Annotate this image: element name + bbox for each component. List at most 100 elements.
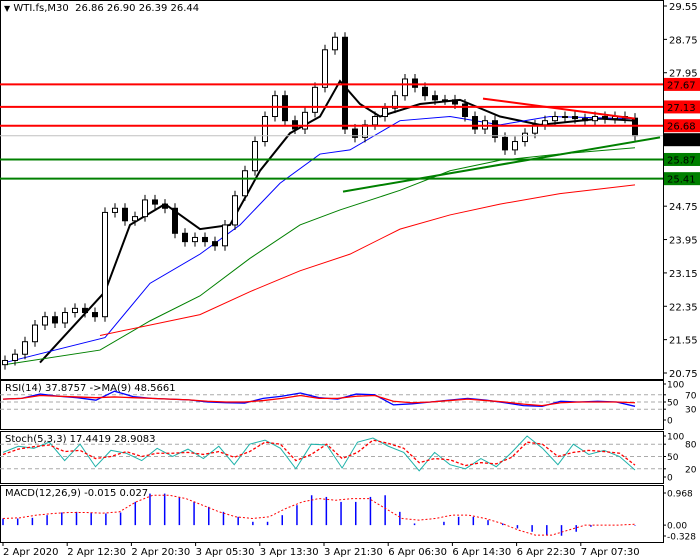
y-tick-label: 24.75	[669, 202, 698, 213]
y-tick-label: 23.15	[669, 269, 698, 280]
candle-body	[142, 199, 148, 218]
candle-body	[562, 116, 568, 119]
moving-average-line	[39, 79, 636, 364]
ohlc-values: 26.86 26.90 26.39 26.44	[75, 3, 200, 14]
candle-body	[72, 307, 78, 314]
dropdown-triangle-icon[interactable]: ▼	[4, 4, 11, 13]
candle-body	[472, 116, 478, 130]
candle-body	[372, 116, 378, 126]
moving-average-line	[4, 116, 631, 364]
candle-body	[392, 95, 398, 109]
candle-body	[462, 103, 468, 118]
x-tick-label: 2 Apr 20:30	[131, 547, 190, 558]
level-label: 25.87	[667, 155, 696, 166]
stoch-title: Stoch(5,3,3) 17.4419 28.9083	[5, 434, 156, 445]
rsi-title: RSI(14) 37.8757 ->MA(9) 48.5661	[5, 383, 176, 394]
candle-body	[252, 141, 258, 172]
level-label: 27.67	[667, 80, 696, 91]
x-tick-label: 6 Apr 22:30	[517, 547, 576, 558]
stoch-y-label: 0	[667, 474, 673, 484]
rsi-series-line	[2, 390, 636, 407]
candle-body	[122, 207, 128, 222]
macd-title: MACD(12,26,9) -0.015 0.027	[5, 488, 148, 499]
candle-body	[542, 120, 548, 126]
trendline	[342, 136, 661, 193]
candle-body	[352, 128, 358, 138]
y-tick-label: 21.55	[669, 336, 698, 347]
candle-body	[32, 324, 38, 343]
candle-body	[62, 312, 68, 324]
chart-header: ▼ WTI.fs,M30 26.86 26.90 26.39 26.44	[4, 3, 199, 14]
candle-body	[192, 236, 198, 243]
y-tick-label: 23.95	[669, 236, 698, 247]
x-tick-label: 2 Apr 12:30	[67, 547, 126, 558]
candle-body	[202, 236, 208, 243]
candle-body	[22, 341, 28, 355]
candle-body	[132, 216, 138, 222]
level-label-box	[664, 77, 700, 91]
candle-body	[182, 232, 188, 243]
candle-body	[232, 195, 238, 226]
candle-body	[552, 116, 558, 122]
candle-body	[172, 207, 178, 234]
level-label-box	[664, 119, 700, 133]
candle-body	[452, 99, 458, 105]
panel-frame	[0, 380, 664, 430]
candle-body	[492, 120, 498, 138]
rsi-y-label: 70	[685, 391, 697, 401]
stoch-y-label: 80	[685, 441, 697, 451]
stoch-series-line	[2, 435, 636, 472]
candle-body	[602, 116, 608, 120]
candle-body	[52, 316, 58, 324]
rsi-y-label: 30	[685, 406, 697, 416]
candle-body	[42, 316, 48, 326]
stoch-y-label: 100	[667, 433, 684, 443]
panel-frame	[0, 0, 664, 380]
y-tick-label: 22.35	[669, 302, 698, 313]
moving-average-line	[4, 147, 636, 366]
candle-body	[302, 111, 308, 130]
level-label: 27.13	[667, 103, 696, 114]
macd-signal-line	[2, 494, 636, 536]
candle-body	[222, 224, 228, 247]
panel-frame	[0, 431, 664, 484]
candle-body	[312, 86, 318, 113]
symbol-label: WTI.fs,M30	[13, 3, 69, 14]
y-tick-label: 27.95	[669, 69, 698, 80]
candle-body	[322, 49, 328, 88]
current-price-label: 26.44	[667, 136, 696, 147]
level-label: 25.41	[667, 175, 696, 186]
x-tick-label: 6 Apr 06:30	[388, 547, 447, 558]
candle-body	[152, 199, 158, 205]
moving-average-line	[99, 184, 636, 336]
level-label-box	[664, 172, 700, 186]
candle-body	[572, 116, 578, 120]
x-tick-label: 3 Apr 21:30	[324, 547, 383, 558]
stoch-series-line	[2, 439, 636, 467]
trendline	[482, 97, 636, 120]
macd-y-label: -0.328	[667, 533, 696, 543]
x-tick-label: 3 Apr 13:30	[260, 547, 319, 558]
rsi-series-line	[2, 394, 636, 407]
candle-body	[412, 78, 418, 88]
level-label-box	[664, 152, 700, 166]
current-price-box	[664, 133, 700, 147]
candle-body	[422, 86, 428, 97]
x-tick-label: 6 Apr 14:30	[452, 547, 511, 558]
stoch-y-label: 20	[685, 465, 697, 475]
level-label: 26.68	[667, 122, 696, 133]
candle-body	[92, 312, 98, 318]
candle-body	[402, 78, 408, 97]
candle-body	[282, 95, 288, 122]
candle-body	[342, 36, 348, 130]
candle-body	[502, 136, 508, 151]
y-tick-label: 28.75	[669, 35, 698, 46]
rsi-y-label: 50	[667, 399, 679, 409]
candle-body	[112, 207, 118, 213]
candle-body	[212, 241, 218, 247]
candle-body	[102, 211, 108, 318]
x-tick-label: 3 Apr 05:30	[196, 547, 255, 558]
candle-body	[512, 141, 518, 151]
